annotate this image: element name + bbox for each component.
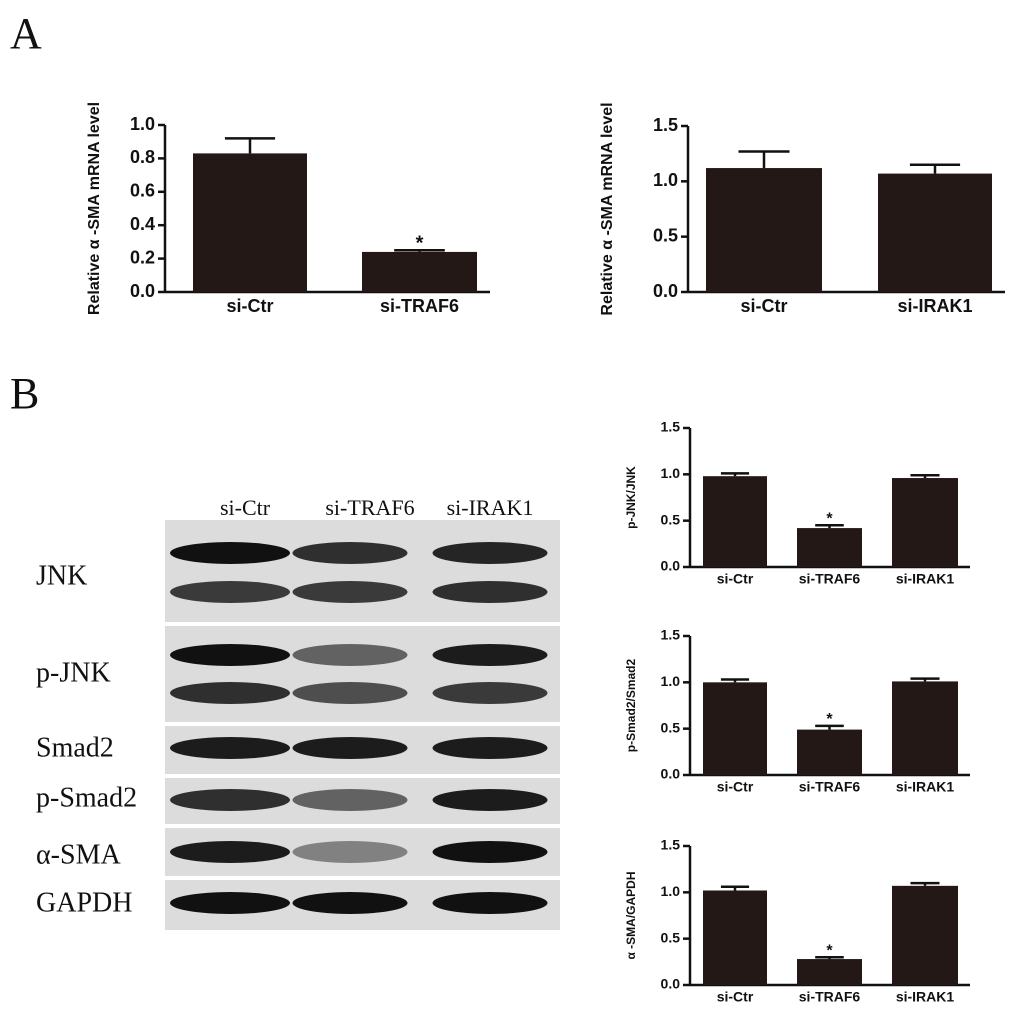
significance-label: *: [826, 942, 833, 959]
bar: [878, 173, 992, 292]
blot-row-label: JNK: [36, 560, 87, 591]
y-axis-label: p-JNK/JNK: [624, 466, 638, 529]
blot-lane-label: si-Ctr: [220, 495, 271, 520]
y-tick-label: 0.8: [130, 147, 155, 167]
x-tick-label: si-Ctr: [717, 571, 754, 587]
bar: [892, 478, 958, 567]
y-tick-label: 1.5: [661, 419, 681, 435]
western-blot: JNK p-JNK Smad2 p-Smad2 α-SMA GAPDH si-Ctr si-T…: [36, 495, 560, 930]
blot-band: [170, 644, 290, 666]
blot-band: [432, 542, 548, 564]
x-tick-label: si-IRAK1: [896, 779, 955, 795]
bar: [797, 959, 862, 985]
blot-band: [432, 789, 548, 811]
bar: [703, 476, 767, 567]
blot-band: [432, 737, 548, 759]
blot-band: [170, 789, 290, 811]
y-tick-label: 1.0: [661, 465, 681, 481]
y-axis-label: Relative α -SMA mRNA level: [599, 102, 616, 315]
x-tick-label: si-IRAK1: [897, 296, 972, 316]
panel-label: B: [10, 369, 39, 418]
blot-band: [292, 841, 408, 863]
blot-row-label: Smad2: [36, 732, 114, 763]
x-tick-label: si-Ctr: [717, 989, 754, 1005]
blot-lane-label: si-TRAF6: [325, 495, 414, 520]
bar: [703, 890, 767, 985]
y-tick-label: 0.0: [661, 976, 681, 992]
x-tick-label: si-Ctr: [717, 779, 754, 795]
blot-band: [432, 892, 548, 914]
y-axis-label: Relative α -SMA mRNA level: [86, 102, 103, 315]
x-tick-label: si-IRAK1: [896, 571, 955, 587]
blot-band: [292, 542, 408, 564]
y-tick-label: 1.0: [130, 114, 155, 134]
x-tick-label: si-IRAK1: [896, 989, 955, 1005]
y-tick-label: 1.0: [661, 673, 681, 689]
blot-row-label: p-Smad2: [36, 782, 137, 813]
blot-band: [170, 841, 290, 863]
blot-band: [292, 737, 408, 759]
blot-row-label: p-JNK: [36, 657, 111, 688]
y-tick-label: 1.5: [661, 837, 681, 853]
blot-band: [432, 841, 548, 863]
blot-band: [292, 892, 408, 914]
y-tick-label: 0.0: [661, 766, 681, 782]
bar: [892, 681, 958, 775]
blot-row-label: α-SMA: [36, 839, 121, 870]
y-tick-label: 0.5: [661, 511, 681, 527]
x-tick-label: si-TRAF6: [380, 296, 459, 316]
y-tick-label: 0.2: [130, 247, 155, 267]
bar: [797, 729, 862, 775]
significance-label: *: [826, 711, 833, 728]
blot-band: [432, 581, 548, 603]
y-tick-label: 0.5: [661, 929, 681, 945]
y-tick-label: 1.5: [661, 627, 681, 643]
blot-strip: [165, 520, 560, 622]
y-tick-label: 0.5: [653, 225, 678, 245]
blot-band: [170, 892, 290, 914]
y-tick-label: 0.5: [661, 719, 681, 735]
y-tick-label: 0.0: [661, 558, 681, 574]
y-tick-label: 0.6: [130, 181, 155, 201]
blot-row-label: GAPDH: [36, 887, 132, 918]
x-tick-label: si-TRAF6: [799, 779, 861, 795]
y-tick-label: 1.0: [653, 170, 678, 190]
significance-label: *: [416, 233, 424, 255]
y-tick-label: 0.4: [130, 214, 155, 234]
blot-strip: [165, 626, 560, 722]
y-tick-label: 1.0: [661, 883, 681, 899]
panel-label: A: [10, 9, 42, 58]
y-tick-label: 0.0: [653, 281, 678, 301]
blot-band: [170, 542, 290, 564]
blot-band: [170, 581, 290, 603]
x-tick-label: si-TRAF6: [799, 571, 861, 587]
x-tick-label: si-TRAF6: [799, 989, 861, 1005]
bar: [193, 153, 307, 292]
significance-label: *: [826, 511, 833, 528]
blot-lane-label: si-IRAK1: [447, 495, 534, 520]
y-axis-label: α -SMA/GAPDH: [624, 871, 638, 959]
bar: [797, 528, 862, 567]
x-tick-label: si-Ctr: [740, 296, 787, 316]
y-tick-label: 1.5: [653, 115, 678, 135]
bar: [706, 168, 822, 292]
bar: [892, 885, 958, 985]
blot-band: [292, 682, 408, 704]
y-axis-label: p-Smad2/Smad2: [624, 658, 638, 752]
blot-band: [432, 682, 548, 704]
bar: [703, 682, 767, 775]
blot-band: [292, 789, 408, 811]
bar: [362, 251, 477, 292]
blot-band: [292, 644, 408, 666]
blot-band: [170, 682, 290, 704]
blot-band: [170, 737, 290, 759]
x-tick-label: si-Ctr: [226, 296, 273, 316]
blot-band: [292, 581, 408, 603]
y-tick-label: 0.0: [130, 281, 155, 301]
blot-band: [432, 644, 548, 666]
